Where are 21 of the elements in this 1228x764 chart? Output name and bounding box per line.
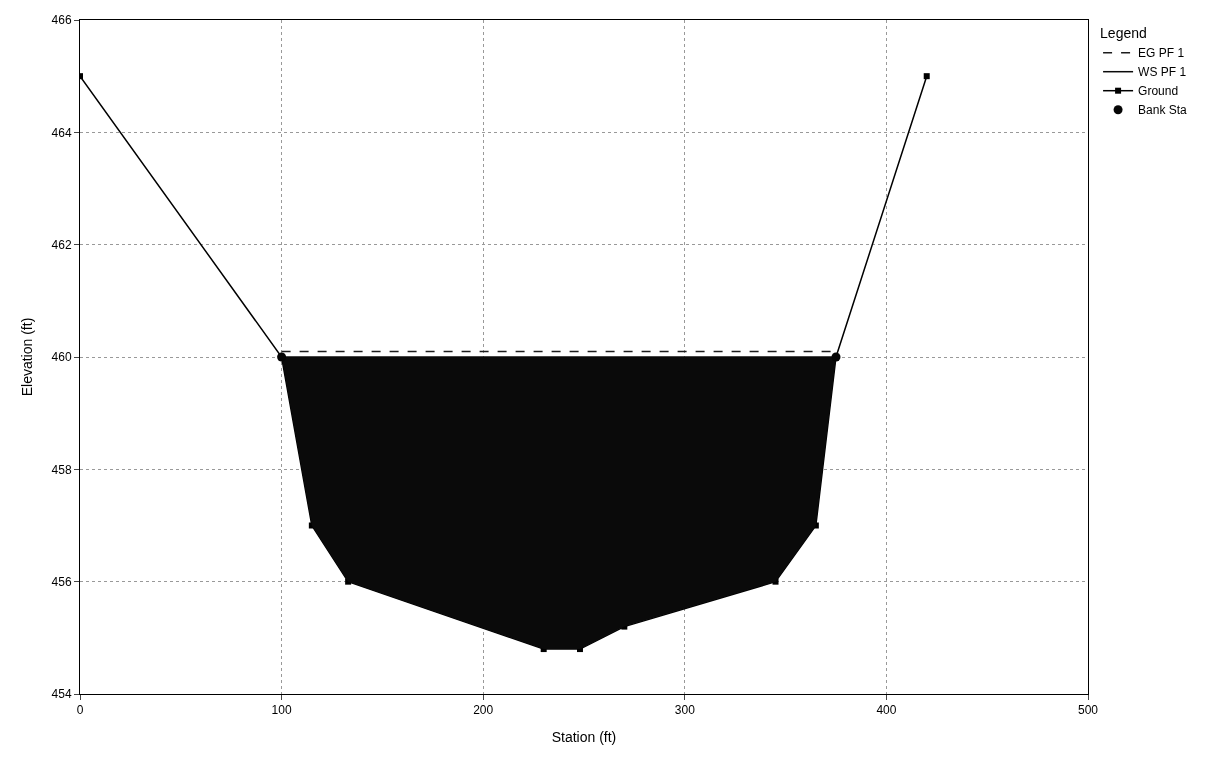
y-tick-label: 462 bbox=[51, 237, 72, 252]
y-tick-label: 456 bbox=[51, 574, 72, 589]
y-tick-label: 454 bbox=[51, 687, 72, 702]
legend-label: EG PF 1 bbox=[1138, 46, 1185, 61]
x-tick-label: 500 bbox=[1077, 703, 1099, 718]
x-tick-label: 300 bbox=[674, 703, 696, 718]
point bbox=[923, 73, 930, 80]
y-tick-label: 458 bbox=[51, 462, 72, 477]
x-tick-label: 0 bbox=[76, 703, 84, 718]
x-tick-label: 200 bbox=[473, 703, 494, 718]
x-tick-label: 100 bbox=[271, 703, 292, 718]
y-tick-label: 464 bbox=[51, 125, 72, 140]
y-tick-label: 466 bbox=[51, 13, 72, 28]
legend-label: WS PF 1 bbox=[1138, 65, 1187, 80]
legend-label: Bank Sta bbox=[1138, 103, 1188, 118]
y-tick-label: 460 bbox=[51, 350, 72, 365]
legend-title: Legend bbox=[1100, 25, 1147, 42]
legend-label: Ground bbox=[1138, 84, 1179, 99]
x-tick-label: 400 bbox=[876, 703, 897, 718]
y-axis-title: Elevation (ft) bbox=[19, 317, 36, 397]
x-axis-title: Station (ft) bbox=[551, 728, 617, 745]
